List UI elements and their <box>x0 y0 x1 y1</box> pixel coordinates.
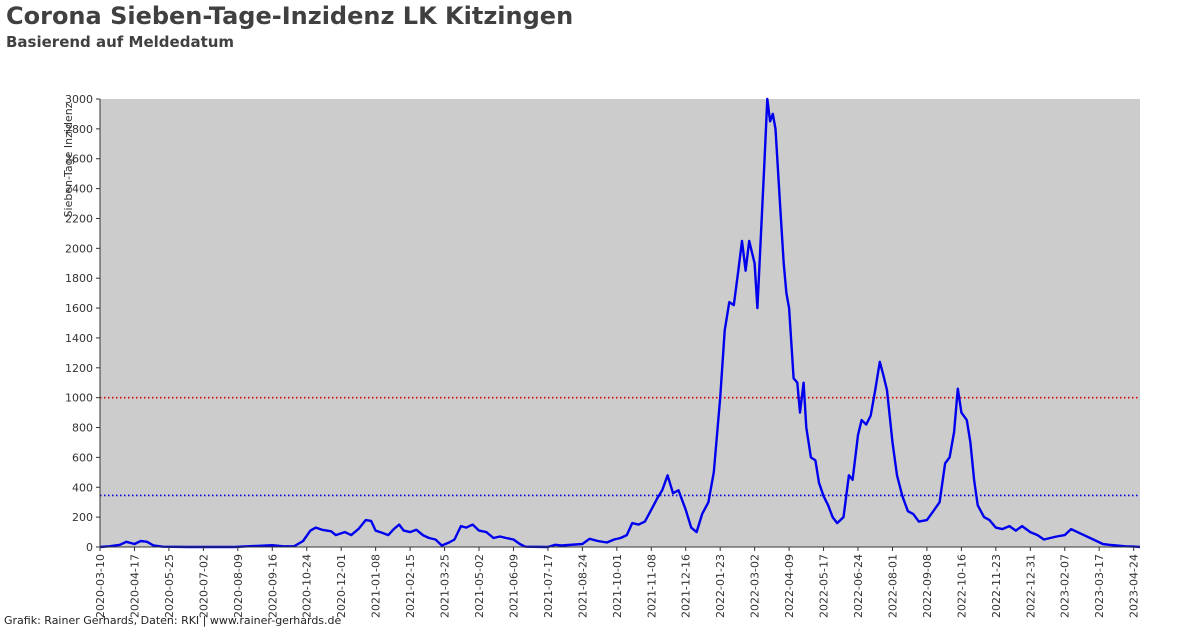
y-tick-label: 1800 <box>65 272 93 285</box>
x-tick-label: 2020-09-16 <box>266 554 279 618</box>
y-tick-label: 200 <box>72 511 93 524</box>
x-tick-label: 2021-03-25 <box>439 554 452 618</box>
y-tick-label: 2000 <box>65 242 93 255</box>
y-tick-label: 600 <box>72 451 93 464</box>
x-tick-label: 2022-05-17 <box>818 554 831 618</box>
chart-subtitle: Basierend auf Meldedatum <box>6 33 235 51</box>
axes: 0 200 400 600 800 1000 1200 1400 1600 1800 2000 220… <box>65 93 1141 618</box>
x-tick-label: 2023-03-17 <box>1093 554 1106 618</box>
x-tick-label: 2022-01-23 <box>714 554 727 618</box>
y-tick-label: 2800 <box>65 123 93 136</box>
x-tick-label: 2020-12-01 <box>335 554 348 618</box>
x-tick-label: 2020-07-02 <box>197 554 210 618</box>
x-tick-label: 2021-06-09 <box>507 554 520 618</box>
plot-area <box>100 99 1140 547</box>
x-tick-label: 2022-04-09 <box>783 554 796 618</box>
x-tick-label: 2021-12-16 <box>680 554 693 618</box>
x-tick-label: 2021-01-08 <box>370 554 383 618</box>
x-tick-label: 2022-06-24 <box>852 554 865 618</box>
y-axis-label: Sieben-Tage Inzidenz <box>62 102 75 217</box>
y-tick-label: 1600 <box>65 302 93 315</box>
y-tick-label: 1400 <box>65 332 93 345</box>
y-tick-label: 1000 <box>65 392 93 405</box>
x-tick-label: 2021-02-15 <box>404 554 417 618</box>
x-tick-label: 2020-10-24 <box>301 554 314 618</box>
y-tick-label: 2600 <box>65 153 93 166</box>
series-layer <box>99 97 1141 549</box>
y-tick-label: 1200 <box>65 362 93 375</box>
x-tick-label: 2021-05-02 <box>473 554 486 618</box>
x-tick-label: 2022-09-08 <box>921 554 934 618</box>
y-tick-label: 3000 <box>65 93 93 106</box>
series-line-0 <box>99 97 1141 549</box>
reference-lines <box>100 396 1140 497</box>
x-tick-label: 2023-04-24 <box>1128 554 1141 618</box>
x-tick-label: 2022-10-16 <box>955 554 968 618</box>
x-tick-label: 2020-08-09 <box>232 554 245 618</box>
x-tick-label: 2023-02-07 <box>1059 554 1072 618</box>
y-tick-label: 2200 <box>65 212 93 225</box>
x-tick-label: 2022-03-02 <box>749 554 762 618</box>
x-tick-label: 2021-11-08 <box>645 554 658 618</box>
x-tick-label: 2022-12-31 <box>1024 554 1037 618</box>
x-tick-label: 2020-05-25 <box>163 554 176 618</box>
credit-footer: Grafik: Rainer Gerhards, Daten: RKI | ww… <box>4 614 342 627</box>
x-tick-label: 2022-08-01 <box>886 554 899 618</box>
y-tick-label: 2400 <box>65 183 93 196</box>
x-tick-label: 2020-04-17 <box>128 554 141 618</box>
x-tick-label: 2021-08-24 <box>576 554 589 618</box>
y-tick-label: 400 <box>72 481 93 494</box>
y-tick-label: 0 <box>86 541 93 554</box>
chart-title: Corona Sieben-Tage-Inzidenz LK Kitzingen <box>6 2 574 30</box>
x-tick-label: 2021-10-01 <box>611 554 624 618</box>
x-tick-label: 2020-03-10 <box>94 554 107 618</box>
x-tick-label: 2022-11-23 <box>990 554 1003 618</box>
y-tick-label: 800 <box>72 422 93 435</box>
x-tick-label: 2021-07-17 <box>542 554 555 618</box>
